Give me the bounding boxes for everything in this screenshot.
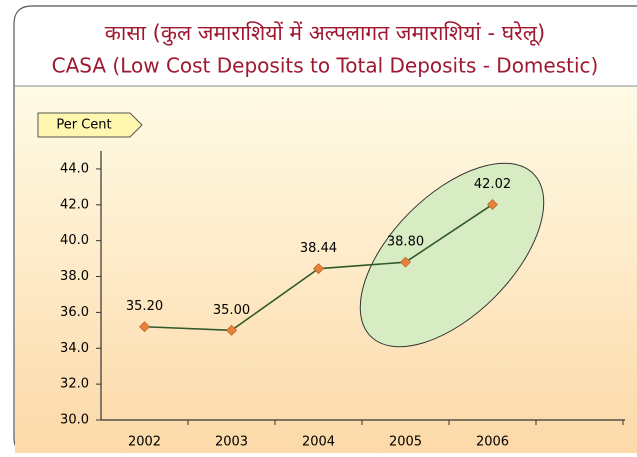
x-tick-label: 2003 [215,435,248,450]
plot-background [15,86,637,453]
marker [226,324,237,336]
y-tick-label: 34.0 [60,341,89,356]
marker [487,199,498,210]
chart-title: कासा (कुल जमाराशियों में अल्पलागत जमाराश… [105,21,545,46]
data-label: 35.20 [126,299,163,314]
y-label-tag [37,112,143,138]
marker [400,256,411,268]
y-tick-label: 38.0 [60,269,89,284]
marker [313,263,324,275]
y-tick-label: 30.0 [60,413,89,428]
y-tick-label: 32.0 [60,377,89,392]
chart-subtitle: CASA (Low Cost Deposits to Total Deposit… [52,54,599,78]
y-tick-label: 36.0 [60,305,89,320]
y-tick-label: 44.0 [60,161,89,176]
x-tick-label: 2005 [389,435,422,450]
y-axis-label: Per Cent [56,118,111,133]
data-label: 38.80 [387,235,424,250]
y-tick-label: 42.0 [60,197,89,212]
x-tick-label: 2006 [476,435,509,450]
data-label: 42.02 [474,177,511,192]
x-tick-label: 2004 [302,435,335,450]
marker [139,321,150,333]
y-tick-label: 40.0 [60,233,89,248]
data-label: 38.44 [300,241,337,256]
data-label: 35.00 [213,303,250,318]
highlight-ellipse [359,162,545,348]
x-tick-label: 2002 [128,435,161,450]
